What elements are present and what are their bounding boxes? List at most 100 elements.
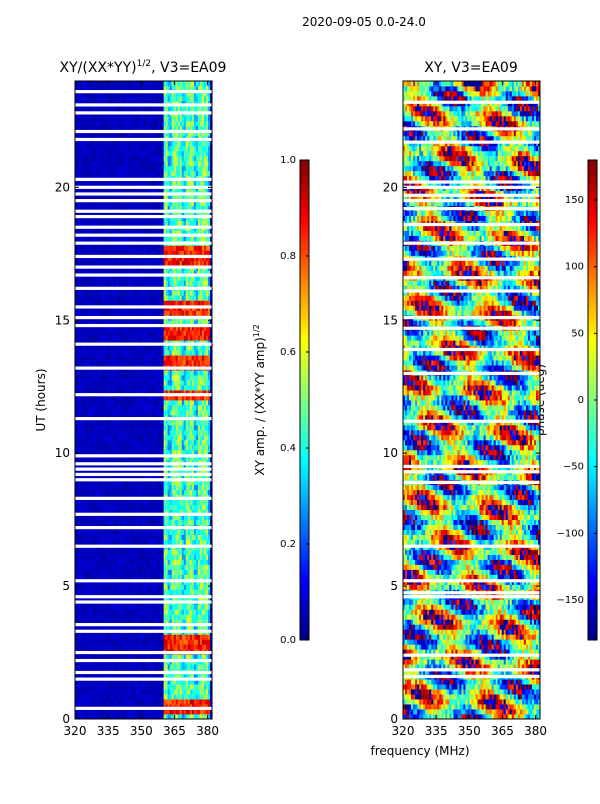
heatmap-cell [99, 699, 102, 705]
heatmap-cell [193, 554, 197, 560]
heatmap-cell [147, 554, 150, 560]
heatmap-cell [153, 539, 156, 545]
heatmap-cell [95, 674, 98, 680]
heatmap-cell [85, 584, 88, 590]
heatmap-cell [133, 699, 136, 705]
heatmap-cell [87, 634, 90, 640]
heatmap-cell [193, 539, 197, 545]
heatmap-cell [183, 679, 187, 685]
heatmap-cell [157, 584, 161, 590]
heatmap-cell [157, 694, 161, 700]
heatmap-cell [131, 694, 134, 700]
heatmap-cell [105, 529, 108, 535]
heatmap-cell [201, 569, 205, 575]
heatmap-cell [103, 569, 106, 575]
heatmap-cell [167, 554, 171, 560]
heatmap-cell [149, 604, 152, 610]
heatmap-cell [77, 689, 80, 695]
heatmap-cell [109, 529, 112, 535]
heatmap-cell [149, 679, 152, 685]
heatmap-cell [117, 589, 120, 595]
heatmap-cell [99, 709, 102, 715]
heatmap-cell [153, 574, 156, 580]
heatmap-cell [119, 529, 122, 535]
heatmap-cell [87, 644, 90, 650]
heatmap-cell [187, 634, 191, 640]
heatmap-cell [75, 539, 78, 545]
heatmap-cell [199, 689, 203, 695]
heatmap-cell [163, 684, 167, 690]
heatmap-cell [93, 584, 96, 590]
heatmap-cell [91, 574, 94, 580]
heatmap-cell [79, 554, 82, 560]
heatmap-cell [151, 709, 154, 715]
heatmap-cell [155, 569, 158, 575]
heatmap-cell [185, 564, 189, 570]
heatmap-cell [171, 539, 175, 545]
heatmap-cell [175, 574, 179, 580]
heatmap-cell [175, 639, 179, 645]
heatmap-cell [181, 639, 185, 645]
heatmap-cell [151, 634, 154, 640]
heatmap-cell [81, 609, 84, 615]
heatmap-cell [99, 609, 102, 615]
heatmap-cell [97, 714, 100, 720]
heatmap-cell [201, 624, 205, 630]
heatmap-cell [137, 679, 140, 685]
heatmap-cell [135, 709, 138, 715]
heatmap-cell [131, 564, 134, 570]
heatmap-cell [143, 529, 146, 535]
heatmap-cell [85, 699, 88, 705]
heatmap-cell [75, 574, 78, 580]
heatmap-cell [201, 654, 205, 660]
heatmap-cell [85, 559, 88, 565]
heatmap-cell [107, 609, 110, 615]
heatmap-cell [169, 604, 173, 610]
heatmap-cell [85, 574, 88, 580]
heatmap-cell [79, 589, 82, 595]
heatmap-cell [203, 699, 207, 705]
heatmap-cell [197, 694, 201, 700]
heatmap-cell [167, 634, 171, 640]
heatmap-cell [95, 679, 98, 685]
heatmap-cell [189, 674, 193, 680]
heatmap-cell [167, 539, 171, 545]
heatmap-cell [81, 624, 84, 630]
heatmap-cell [187, 569, 191, 575]
heatmap-cell [141, 549, 144, 555]
heatmap-cell [113, 689, 116, 695]
heatmap-cell [167, 699, 171, 705]
heatmap-cell [203, 559, 207, 565]
heatmap-cell [105, 654, 108, 660]
heatmap-cell [135, 634, 138, 640]
heatmap-cell [203, 609, 207, 615]
heatmap-cell [199, 614, 203, 620]
heatmap-cell [137, 534, 140, 540]
heatmap-cell [93, 704, 96, 710]
heatmap-cell [179, 529, 183, 535]
heatmap-cell [87, 554, 90, 560]
heatmap-cell [151, 679, 154, 685]
heatmap-cell [93, 644, 96, 650]
heatmap-cell [173, 699, 177, 705]
heatmap-cell [145, 634, 148, 640]
heatmap-cell [99, 684, 102, 690]
heatmap-cell [155, 694, 158, 700]
heatmap-cell [77, 699, 80, 705]
heatmap-cell [127, 539, 130, 545]
heatmap-cell [163, 569, 167, 575]
heatmap-cell [177, 624, 181, 630]
heatmap-cell [117, 564, 120, 570]
heatmap-cell [193, 529, 197, 535]
heatmap-cell [203, 604, 207, 610]
heatmap-cell [193, 709, 197, 715]
heatmap-cell [183, 549, 187, 555]
heatmap-cell [179, 664, 183, 670]
heatmap-cell [207, 709, 211, 715]
heatmap-cell [207, 534, 211, 540]
heatmap-cell [101, 574, 104, 580]
heatmap-cell [89, 534, 92, 540]
heatmap-cell [185, 604, 189, 610]
heatmap-cell [169, 679, 173, 685]
heatmap-cell [163, 699, 167, 705]
